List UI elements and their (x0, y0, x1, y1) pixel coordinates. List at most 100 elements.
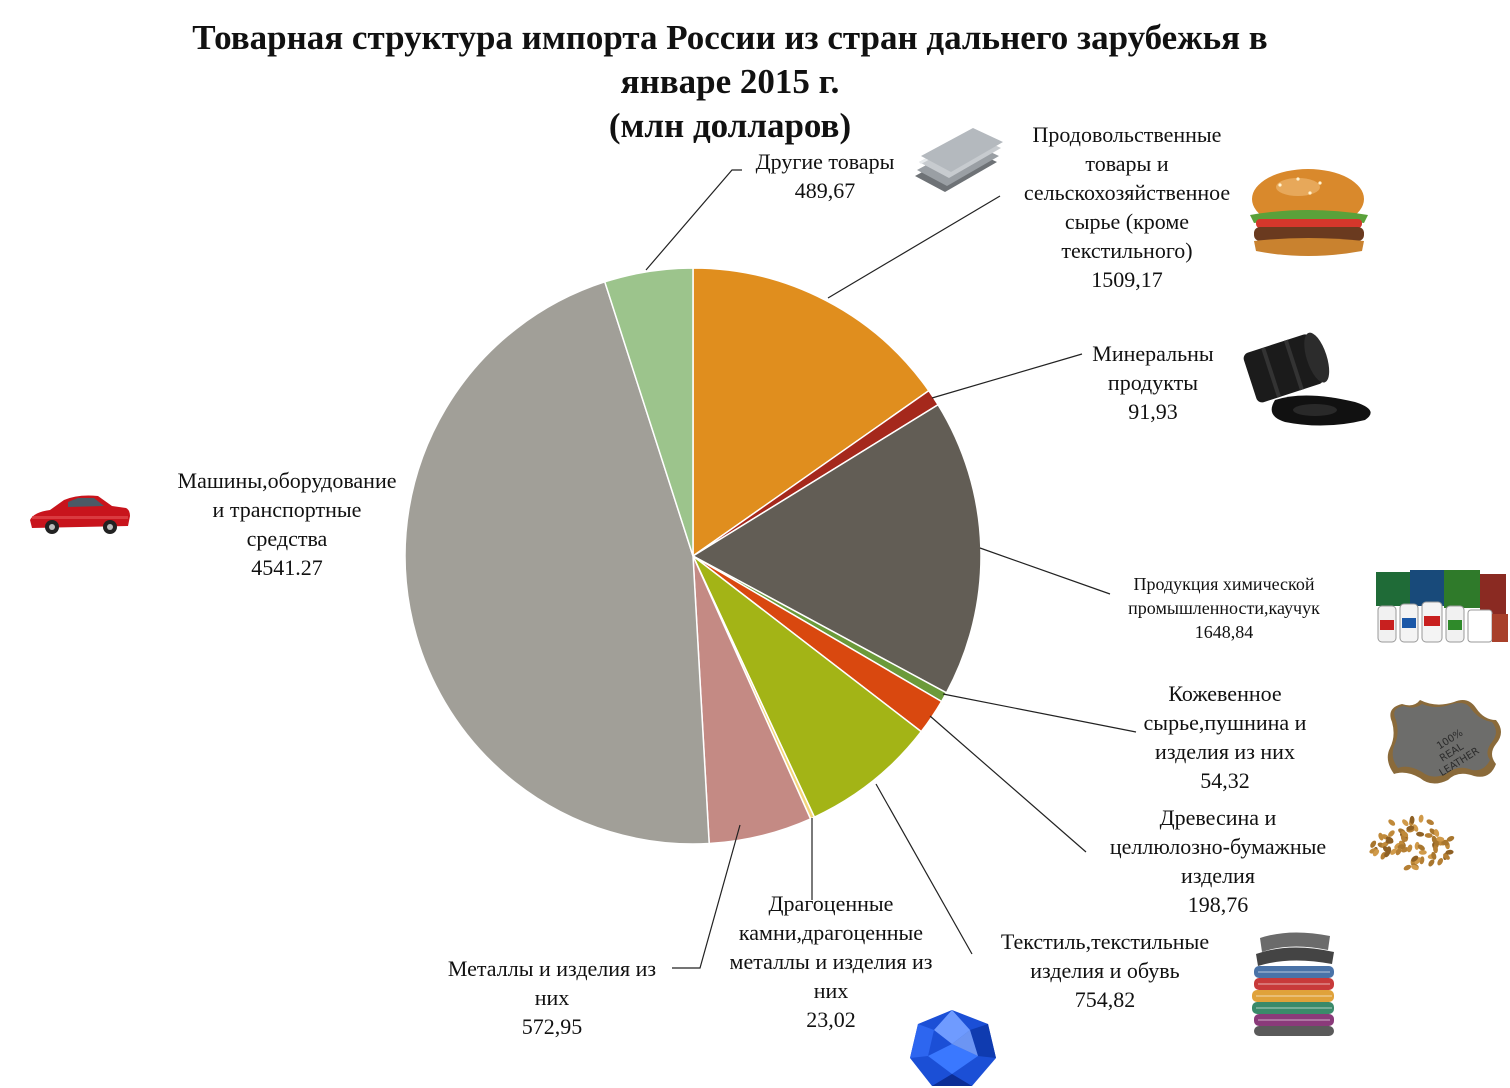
pellet (1372, 849, 1380, 857)
pellet (1424, 833, 1433, 838)
slice-value-label: 4541.27 (251, 555, 323, 580)
pellet (1411, 855, 1419, 862)
pellet (1378, 832, 1384, 841)
pellet (1403, 864, 1412, 871)
slice-label-line: изделия и обувь (1030, 958, 1180, 983)
pellet (1426, 819, 1434, 825)
slice-label-line: изделия (1181, 863, 1255, 888)
slice-label-line: целлюлозно-бумажные (1109, 834, 1327, 859)
pellet (1428, 859, 1435, 867)
slice-label-line: Продукция химической (1133, 574, 1315, 594)
slice-label-line: Минеральны (1092, 341, 1214, 366)
pellet (1443, 853, 1450, 860)
slice-value-label: 489,67 (794, 178, 856, 203)
slice-value-label: 1648,84 (1194, 622, 1254, 642)
slice-label-line: и транспортные (212, 497, 362, 522)
leader-line (875, 783, 973, 955)
pellet (1395, 847, 1402, 856)
pellet (1419, 856, 1425, 865)
pie-slice (692, 555, 923, 819)
leader-line (827, 195, 1001, 299)
slice-label-line: сырье,пушнина и (1143, 710, 1307, 735)
slice-label: Минеральны продукты 91,93 (1092, 339, 1213, 426)
slice-label-line: Металлы и изделия из (447, 956, 657, 981)
slice-label: Продовольственные товары и сельскохозяйств… (1024, 120, 1230, 294)
slice-label: Металлы и изделия из них 572,95 (448, 954, 656, 1041)
pellet (1441, 839, 1449, 846)
pellet (1416, 831, 1425, 837)
chart-title-line-1: Товарная структура импорта России из стр… (192, 18, 1268, 57)
pie-slice (404, 280, 710, 845)
slice-label-line: изделия из них (1155, 739, 1295, 764)
leader-line (942, 693, 1137, 733)
steel-plates-icon (915, 128, 1003, 192)
pellet (1388, 819, 1396, 826)
slice-label-line: промышленности,каучук (1128, 598, 1320, 618)
pellet (1445, 849, 1454, 855)
pellet (1370, 840, 1377, 848)
leader-lines (645, 169, 1137, 969)
slice-label-line: них (534, 985, 570, 1010)
slice-label: Машины,оборудование и транспортные средств… (178, 466, 397, 582)
pellet (1418, 814, 1424, 823)
slice-label-line: средства (246, 526, 328, 551)
slice-label: Драгоценные камни,драгоценные металлы и из… (730, 889, 933, 1034)
slice-label: Кожевенное сырье,пушнина и изделия из них 5… (1144, 679, 1307, 795)
slice-value-label: 54,32 (1200, 768, 1250, 793)
slice-label-line: Драгоценные (768, 891, 894, 916)
leather-icon: 100% REAL LEATHER (1387, 700, 1501, 784)
slice-value-label: 91,93 (1128, 399, 1178, 424)
slice-label-line: Продовольственные (1032, 122, 1222, 147)
pellet (1436, 836, 1445, 842)
slice-label: Продукция химической промышленности,каучу… (1128, 572, 1320, 644)
pellet (1390, 848, 1398, 855)
chemical-bottles-icon (1376, 570, 1508, 643)
wood-pellets-icon (1369, 814, 1455, 871)
leader-line (929, 715, 1087, 853)
leader-line (672, 824, 741, 969)
slice-label: Текстиль,текстильные изделия и обувь 754,8… (1001, 927, 1209, 1014)
slice-label-line: товары и (1085, 151, 1169, 176)
slice-value-label: 572,95 (521, 1014, 583, 1039)
slice-label: Другие товары 489,67 (756, 147, 895, 205)
slice-label-line: них (813, 978, 849, 1003)
pellet (1384, 850, 1391, 858)
slice-label-line: сырье (кроме (1064, 209, 1190, 234)
pellet (1418, 850, 1427, 855)
chart-title-line-3: (млн долларов) (608, 106, 852, 145)
pellet (1407, 844, 1413, 853)
slice-value-label: 23,02 (806, 1007, 856, 1032)
pellet (1431, 851, 1437, 860)
slice-label-line: Древесина и (1159, 805, 1277, 830)
pellet (1402, 819, 1409, 827)
leader-line (645, 169, 742, 271)
gem-icon (910, 1010, 996, 1086)
slice-label-line: металлы и изделия из (729, 949, 933, 974)
car-icon (30, 495, 130, 534)
slice-label: Древесина и целлюлозно-бумажные изделия 198… (1110, 803, 1326, 919)
pellet (1433, 845, 1438, 854)
pellet (1385, 838, 1394, 844)
chart-title-line-2: январе 2015 г. (620, 62, 840, 101)
pellet (1401, 830, 1409, 838)
slice-value-label: 198,76 (1187, 892, 1249, 917)
slice-label-line: Текстиль,текстильные (1000, 929, 1210, 954)
slice-label-line: Машины,оборудование (177, 468, 397, 493)
pie-slice (603, 267, 694, 557)
leader-line (931, 353, 1083, 399)
slice-label-line: продукты (1107, 370, 1199, 395)
pie-slice (691, 403, 982, 694)
textile-stack-icon (1252, 932, 1334, 1036)
slice-label-line: текстильного) (1061, 238, 1193, 263)
pie-slices (404, 267, 982, 845)
slice-value-label: 754,82 (1074, 987, 1136, 1012)
pellet (1406, 825, 1415, 831)
pellet (1434, 829, 1440, 837)
slice-label-line: сельскохозяйственное (1023, 180, 1231, 205)
pellet (1411, 864, 1419, 871)
burger-icon (1250, 169, 1368, 256)
slice-value-label: 1509,17 (1091, 267, 1163, 292)
pellet (1409, 815, 1415, 824)
